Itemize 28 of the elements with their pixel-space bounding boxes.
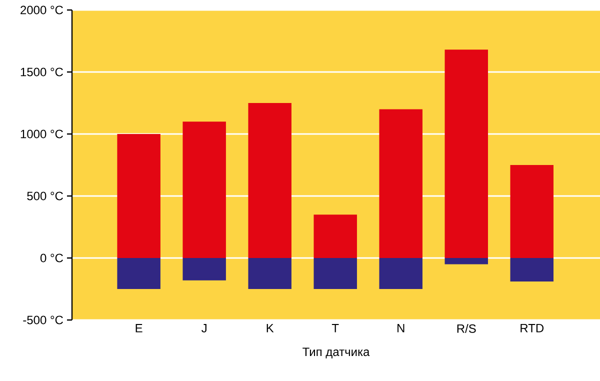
bar (444, 50, 488, 258)
x-tick-label: N (398, 324, 404, 332)
bar (182, 258, 226, 280)
x-tick-label: R/S (457, 324, 476, 333)
x-tick-label: T (332, 324, 339, 332)
y-tick-label: 500 °C (27, 192, 63, 200)
x-tick-label: K (266, 324, 274, 332)
bar (117, 134, 160, 258)
x-axis-title: Тип датчика (302, 348, 370, 358)
y-tick-label: -500 °C (23, 316, 63, 324)
bar (248, 103, 292, 258)
y-tick-label: 1500 °C (20, 68, 63, 76)
y-tick-label: 2000 °C (20, 6, 63, 14)
bar (248, 258, 292, 289)
bar (314, 214, 357, 258)
bar (510, 165, 554, 258)
x-tick-label: RTD (520, 324, 544, 332)
y-tick-label: 0 °C (40, 254, 63, 262)
bar (314, 258, 357, 289)
y-tick-label: 1000 °C (20, 130, 63, 138)
bar (379, 109, 422, 258)
bar (182, 122, 226, 258)
x-tick-label: E (136, 324, 142, 332)
x-tick-label: J (202, 324, 206, 332)
bar (510, 258, 554, 282)
bar (379, 258, 422, 289)
bar (117, 258, 160, 289)
bar (444, 258, 488, 264)
